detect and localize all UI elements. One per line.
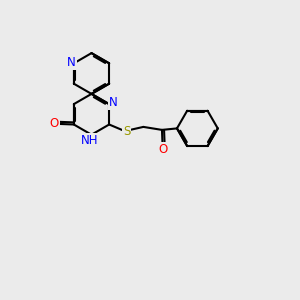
Text: N: N — [67, 56, 76, 69]
Text: O: O — [158, 143, 167, 156]
Text: S: S — [123, 124, 130, 138]
Text: N: N — [109, 96, 118, 110]
Text: O: O — [50, 117, 59, 130]
Text: NH: NH — [81, 134, 99, 147]
